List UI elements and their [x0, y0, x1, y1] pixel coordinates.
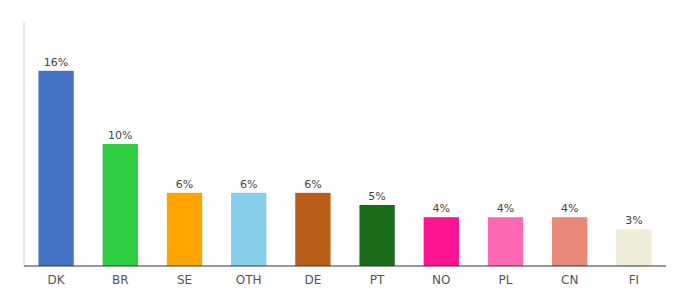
bar — [488, 217, 523, 266]
data-label: 6% — [176, 178, 193, 191]
chart-container: DK BR SE OTH DE PT NO PL CN FI 16% 10% 6% 6% 6% 5% 4% 4% 4… — [0, 0, 680, 300]
x-tick-label: DK — [48, 273, 66, 287]
bar — [359, 205, 394, 266]
x-axis-line — [24, 265, 666, 266]
bars — [38, 71, 651, 266]
bar — [167, 193, 202, 266]
x-tick-label: BR — [112, 273, 129, 287]
data-label: 4% — [433, 202, 450, 215]
bar — [103, 144, 138, 266]
x-tick-label: FI — [629, 273, 639, 287]
bar — [552, 217, 587, 266]
y-axis-line — [24, 22, 25, 266]
chart: DK BR SE OTH DE PT NO PL CN FI 16% 10% 6% 6% 6% 5% 4% 4% 4… — [0, 0, 680, 300]
data-label: 3% — [625, 214, 642, 227]
x-tick-label: SE — [177, 273, 192, 287]
x-tick-label: OTH — [236, 273, 262, 287]
x-tick-label: PT — [370, 273, 385, 287]
data-label: 4% — [561, 202, 578, 215]
page: {"chart_data": {"type": "bar", "categori… — [0, 0, 680, 300]
x-tick-label: CN — [561, 273, 578, 287]
data-label: 10% — [108, 129, 132, 142]
data-label: 5% — [368, 190, 385, 203]
data-label: 6% — [240, 178, 257, 191]
data-label: 16% — [44, 56, 68, 69]
data-label: 4% — [497, 202, 514, 215]
x-tick-label: PL — [499, 273, 513, 287]
data-label: 6% — [304, 178, 321, 191]
bar — [295, 193, 330, 266]
x-tick-label: NO — [432, 273, 450, 287]
x-tick-label: DE — [304, 273, 321, 287]
bar — [231, 193, 266, 266]
bar — [616, 229, 651, 266]
bar — [38, 71, 73, 266]
bar — [424, 217, 459, 266]
